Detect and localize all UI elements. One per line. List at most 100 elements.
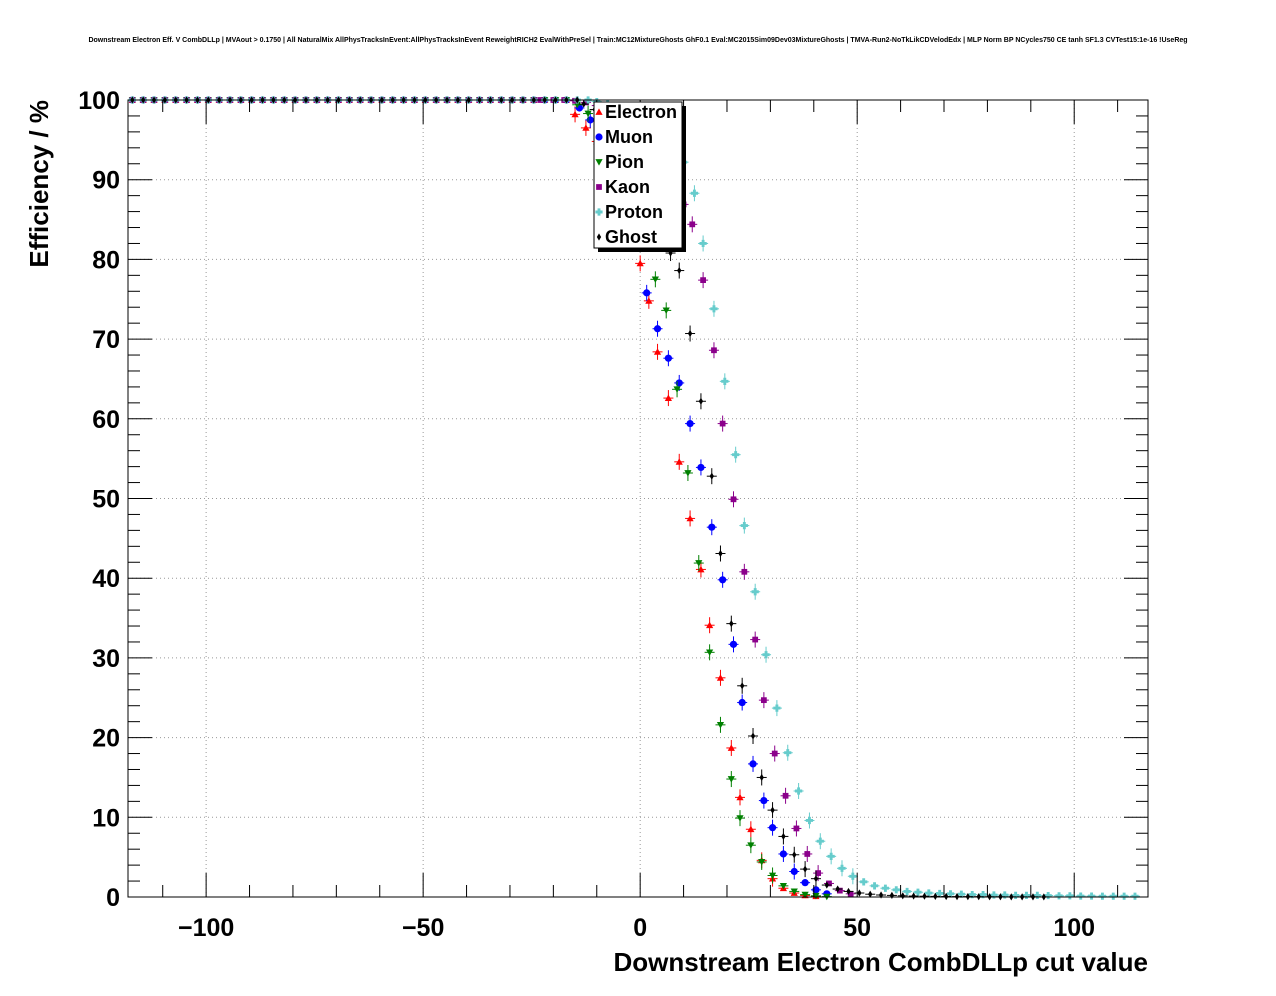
data-point bbox=[747, 825, 755, 833]
data-point bbox=[835, 885, 840, 893]
y-axis-label: Efficiency / % bbox=[24, 100, 54, 268]
y-tick-label: 10 bbox=[92, 804, 120, 832]
data-point bbox=[738, 698, 746, 707]
x-tick-label: 100 bbox=[1053, 914, 1095, 942]
data-point bbox=[750, 732, 756, 740]
data-point bbox=[695, 560, 703, 567]
y-tick-label: 30 bbox=[92, 645, 120, 673]
y-tick-label: 20 bbox=[92, 725, 120, 753]
data-point bbox=[881, 884, 890, 892]
legend-label: Proton bbox=[605, 202, 663, 222]
data-point bbox=[740, 521, 748, 530]
data-point bbox=[846, 887, 851, 896]
data-point bbox=[779, 882, 788, 890]
legend-entry-pion: Pion bbox=[595, 152, 644, 172]
data-point bbox=[860, 878, 868, 886]
data-point bbox=[709, 472, 714, 480]
y-tick-label: 60 bbox=[92, 406, 120, 434]
y-tick-label: 80 bbox=[92, 246, 120, 274]
y-tick-label: 70 bbox=[92, 326, 120, 354]
data-point bbox=[751, 588, 759, 596]
legend-marker bbox=[595, 108, 603, 115]
data-point bbox=[847, 890, 854, 897]
data-point bbox=[836, 887, 843, 894]
data-point bbox=[706, 649, 714, 656]
data-point bbox=[687, 329, 693, 338]
data-point bbox=[1098, 892, 1107, 900]
data-point bbox=[760, 796, 768, 805]
data-point bbox=[752, 636, 759, 643]
data-point bbox=[892, 886, 900, 894]
data-point bbox=[782, 792, 789, 799]
data-point bbox=[1022, 891, 1031, 900]
legend-label: Muon bbox=[605, 127, 653, 147]
data-point bbox=[857, 889, 862, 897]
data-point bbox=[925, 889, 933, 897]
data-point bbox=[802, 865, 808, 873]
data-point bbox=[684, 470, 692, 477]
y-tick-label: 50 bbox=[92, 486, 120, 514]
data-point bbox=[716, 721, 725, 729]
data-point bbox=[1044, 891, 1052, 900]
data-point bbox=[968, 891, 976, 899]
data-point bbox=[686, 514, 694, 522]
data-point bbox=[838, 864, 846, 872]
legend-label: Ghost bbox=[605, 227, 657, 247]
legend-label: Electron bbox=[605, 102, 677, 122]
chart-title: Downstream Electron Eff. V CombDLLp | MV… bbox=[88, 37, 1187, 44]
data-point bbox=[700, 277, 706, 284]
data-point bbox=[686, 419, 694, 428]
data-point bbox=[1055, 892, 1063, 900]
y-tick-label: 40 bbox=[92, 565, 120, 593]
legend-entry-electron: Electron bbox=[595, 102, 677, 122]
data-point bbox=[801, 879, 809, 887]
data-point bbox=[699, 239, 707, 248]
data-point bbox=[1001, 891, 1009, 899]
data-point bbox=[1131, 892, 1139, 900]
legend-marker bbox=[596, 233, 602, 241]
data-point bbox=[727, 776, 735, 783]
data-point bbox=[824, 881, 829, 889]
data-point bbox=[770, 806, 775, 814]
legend-entry-kaon: Kaon bbox=[596, 177, 650, 197]
data-point bbox=[664, 354, 672, 362]
data-point bbox=[1066, 892, 1074, 900]
data-point bbox=[911, 892, 916, 900]
x-tick-label: 0 bbox=[633, 914, 647, 942]
data-point bbox=[581, 100, 586, 108]
data-point bbox=[1077, 892, 1085, 900]
data-point bbox=[813, 875, 819, 883]
x-tick-label: 50 bbox=[843, 914, 871, 942]
data-point bbox=[677, 266, 682, 275]
data-point bbox=[933, 892, 938, 900]
data-point bbox=[697, 463, 705, 472]
data-point bbox=[870, 882, 879, 890]
data-point bbox=[664, 394, 672, 401]
data-point bbox=[690, 189, 699, 197]
data-point bbox=[792, 851, 797, 859]
data-point bbox=[781, 832, 786, 841]
data-point bbox=[758, 859, 766, 866]
data-point bbox=[1012, 891, 1020, 900]
data-point bbox=[936, 889, 944, 898]
data-point bbox=[827, 852, 835, 860]
data-point bbox=[584, 110, 592, 118]
data-point bbox=[740, 682, 745, 690]
data-point bbox=[1109, 892, 1117, 900]
data-point bbox=[805, 816, 814, 825]
legend-entry-proton: Proton bbox=[595, 202, 663, 222]
data-point bbox=[643, 289, 651, 297]
data-point bbox=[946, 890, 955, 898]
data-point bbox=[1087, 892, 1096, 900]
data-point bbox=[711, 347, 717, 354]
legend-label: Pion bbox=[605, 152, 644, 172]
data-point bbox=[771, 750, 778, 757]
y-tick-label: 100 bbox=[78, 87, 120, 115]
y-tick-label: 90 bbox=[92, 167, 120, 195]
data-point bbox=[759, 773, 764, 782]
y-tick-label: 0 bbox=[106, 884, 120, 912]
data-point bbox=[719, 576, 727, 584]
data-point bbox=[583, 99, 589, 106]
data-point bbox=[645, 297, 653, 304]
